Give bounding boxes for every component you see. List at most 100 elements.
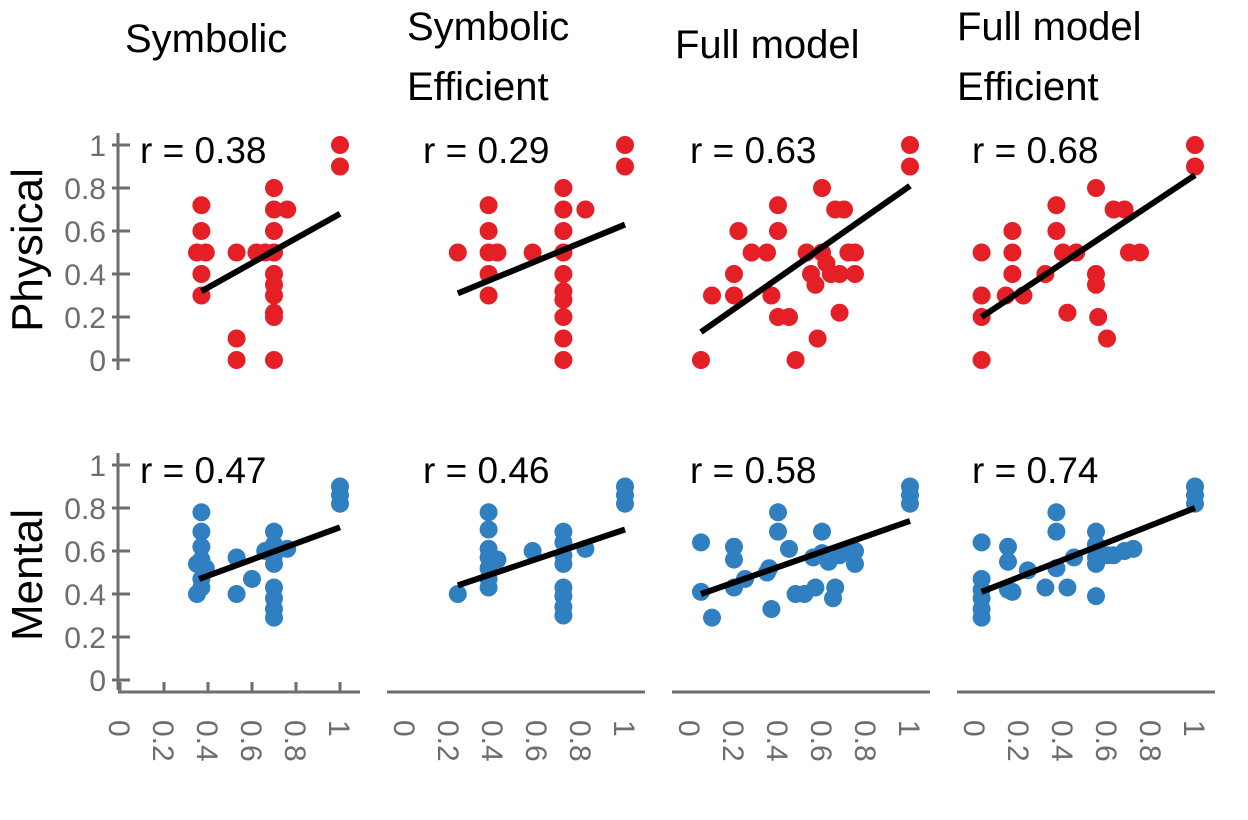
data-point bbox=[554, 606, 573, 625]
panel-physical-1: r = 0.38 bbox=[140, 130, 349, 369]
data-point bbox=[830, 303, 849, 322]
data-point bbox=[846, 542, 864, 560]
data-point bbox=[806, 578, 825, 597]
data-point bbox=[554, 308, 573, 326]
data-point bbox=[999, 537, 1017, 556]
x-tick-label: 0.2 bbox=[716, 720, 749, 762]
y-tick-label: 0.6 bbox=[64, 216, 106, 249]
data-point bbox=[1087, 179, 1105, 197]
panel-mental-1: r = 0.47 bbox=[140, 450, 349, 627]
data-point bbox=[554, 265, 573, 283]
panel-physical-4: r = 0.68 bbox=[972, 130, 1204, 369]
column-title: Efficient bbox=[957, 65, 1099, 109]
data-point bbox=[1131, 243, 1149, 262]
data-point bbox=[523, 542, 542, 560]
column-title: Full model bbox=[957, 5, 1142, 49]
x-tick-label: 1 bbox=[892, 720, 925, 737]
fit-line bbox=[979, 172, 1197, 320]
data-point bbox=[278, 200, 297, 219]
y-tick-label: 0.4 bbox=[64, 579, 106, 612]
data-point bbox=[846, 265, 864, 283]
data-point bbox=[692, 533, 710, 552]
x-axis-1: 0 0.2 0.4 0.6 0.8 1 bbox=[102, 682, 360, 762]
data-point bbox=[780, 308, 798, 326]
x-tick-label: 0.4 bbox=[190, 720, 223, 762]
y-tick-label: 0.8 bbox=[64, 493, 106, 526]
data-point bbox=[692, 351, 710, 369]
x-tick-label: 0.8 bbox=[848, 720, 881, 762]
x-tick-label: 1 bbox=[322, 720, 355, 737]
data-point bbox=[725, 550, 743, 569]
data-point bbox=[1047, 503, 1066, 522]
data-point bbox=[479, 503, 498, 522]
fit-line bbox=[199, 211, 342, 294]
data-point bbox=[813, 179, 831, 197]
data-point bbox=[1003, 265, 1022, 283]
data-point bbox=[616, 136, 634, 154]
correlation-label: r = 0.74 bbox=[972, 450, 1099, 491]
data-point bbox=[830, 265, 849, 283]
y-tick-label: 1 bbox=[89, 130, 106, 163]
data-point bbox=[192, 196, 211, 215]
data-point bbox=[265, 179, 283, 197]
data-point bbox=[769, 522, 787, 541]
data-point bbox=[265, 308, 283, 326]
x-tick-label: 0.2 bbox=[146, 720, 179, 762]
data-point bbox=[846, 554, 864, 573]
fit-line bbox=[700, 518, 911, 597]
fit-line bbox=[699, 183, 912, 335]
data-point bbox=[901, 157, 919, 176]
data-point bbox=[479, 196, 498, 215]
x-axis-4: 0 0.2 0.4 0.6 0.8 1 bbox=[957, 690, 1215, 762]
data-point bbox=[265, 222, 283, 240]
data-point bbox=[331, 136, 349, 154]
data-point bbox=[479, 520, 498, 539]
x-axis-3: 0 0.2 0.4 0.6 0.8 1 bbox=[672, 690, 930, 762]
data-point bbox=[999, 552, 1017, 571]
x-tick-label: 0.8 bbox=[563, 720, 596, 762]
x-tick-label: 0.8 bbox=[1133, 720, 1166, 762]
data-point bbox=[523, 243, 542, 262]
correlation-label: r = 0.46 bbox=[423, 450, 550, 491]
data-point bbox=[554, 200, 573, 219]
panel-mental-2: r = 0.46 bbox=[423, 450, 634, 625]
data-point bbox=[479, 286, 498, 305]
x-tick-label: 0.6 bbox=[519, 720, 552, 762]
data-point bbox=[265, 200, 283, 219]
data-point bbox=[780, 539, 798, 558]
x-tick-label: 0.4 bbox=[475, 720, 508, 762]
data-point bbox=[703, 608, 721, 627]
data-point bbox=[448, 243, 467, 262]
data-point bbox=[227, 243, 246, 262]
data-point bbox=[265, 554, 283, 573]
data-point bbox=[554, 222, 573, 240]
data-point bbox=[1115, 200, 1134, 219]
data-point bbox=[972, 533, 991, 552]
data-point bbox=[1124, 539, 1143, 558]
correlation-label: r = 0.29 bbox=[423, 130, 550, 171]
fit-line bbox=[456, 221, 627, 297]
y-tick-label: 0.4 bbox=[64, 259, 106, 292]
data-point bbox=[616, 494, 634, 513]
data-point bbox=[227, 329, 246, 348]
data-point bbox=[265, 286, 283, 305]
data-point bbox=[846, 243, 864, 262]
correlation-label: r = 0.58 bbox=[690, 450, 817, 491]
data-point bbox=[192, 265, 211, 283]
data-point bbox=[554, 179, 573, 197]
data-point bbox=[1047, 522, 1066, 541]
y-tick-label: 0.8 bbox=[64, 173, 106, 206]
x-tick-label: 0.4 bbox=[760, 720, 793, 762]
fit-line bbox=[456, 526, 626, 589]
data-point bbox=[826, 578, 845, 597]
data-point bbox=[192, 222, 211, 240]
data-point bbox=[1098, 329, 1116, 348]
data-point bbox=[725, 286, 743, 305]
data-point bbox=[192, 503, 211, 522]
data-point bbox=[742, 243, 761, 262]
y-tick-label: 1 bbox=[89, 450, 106, 483]
x-tick-label: 0 bbox=[387, 720, 420, 737]
data-point bbox=[1003, 243, 1022, 262]
data-point bbox=[227, 351, 246, 369]
